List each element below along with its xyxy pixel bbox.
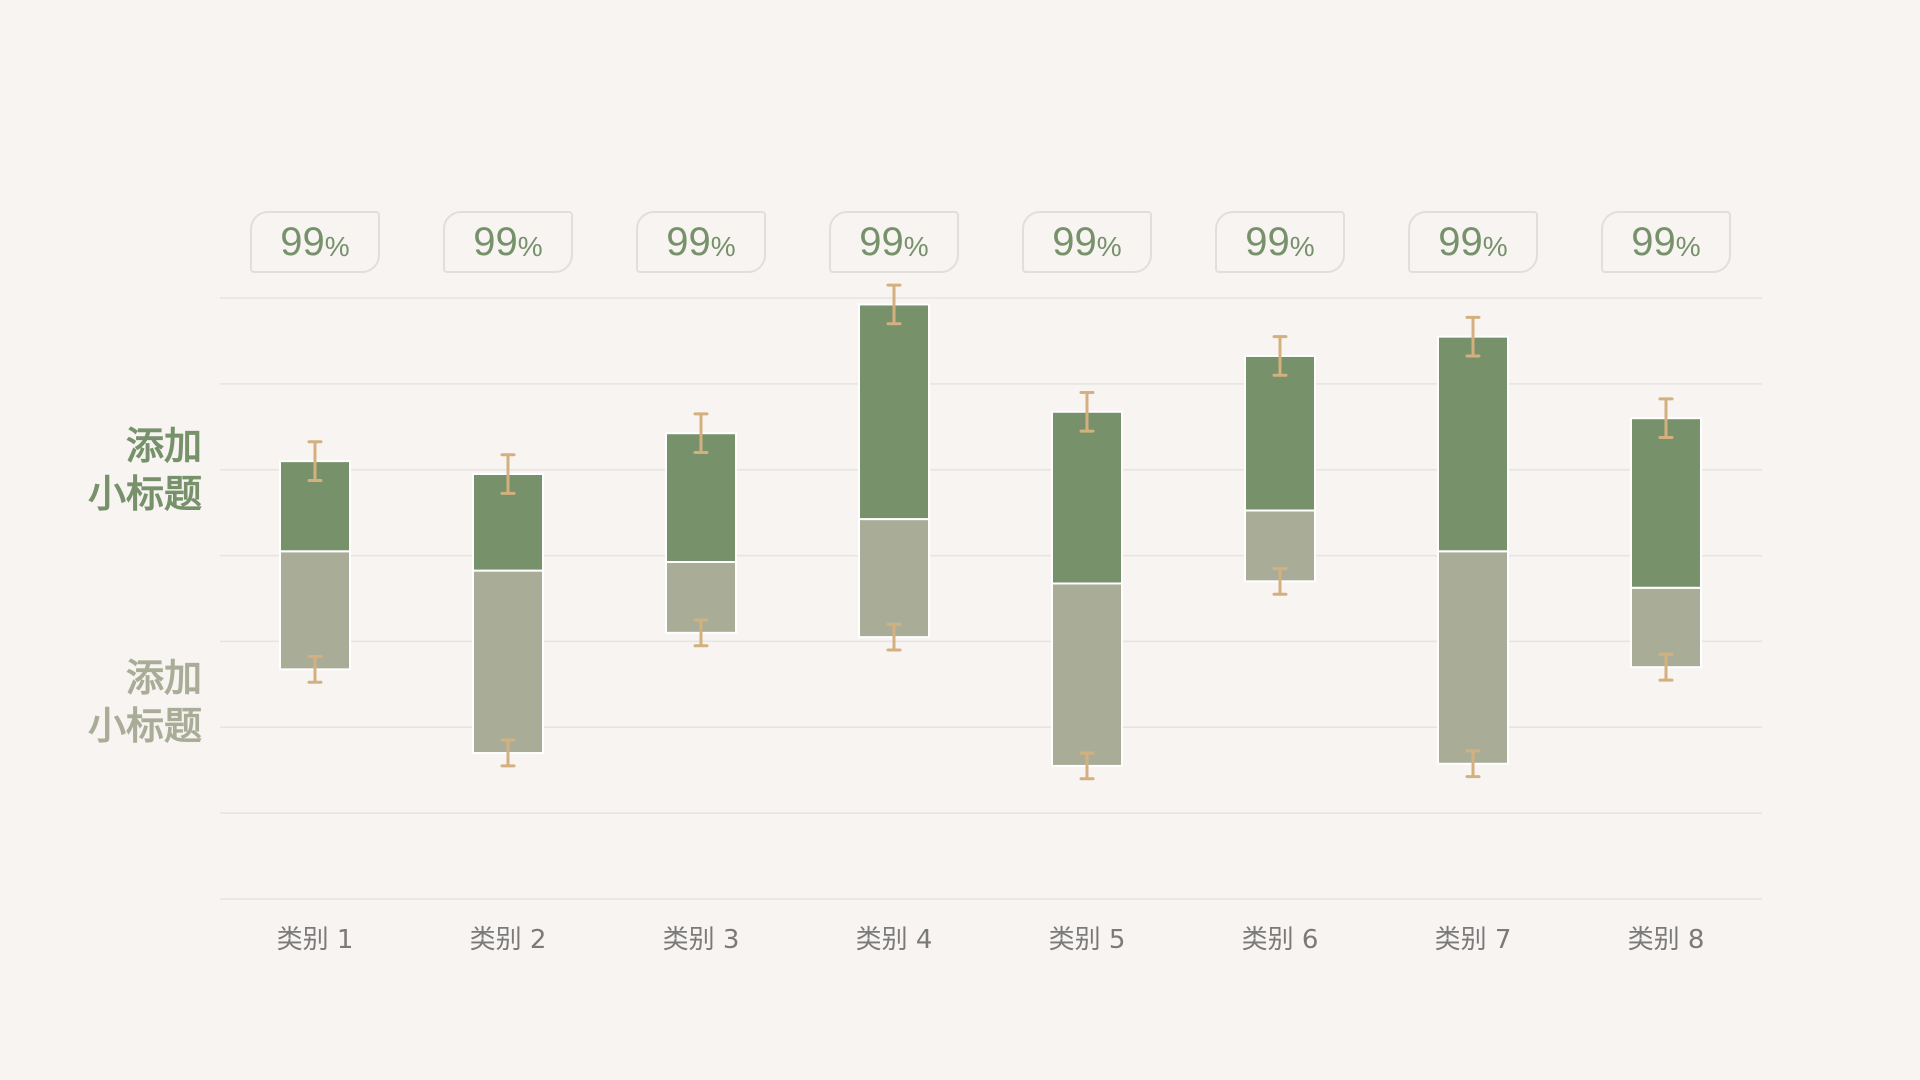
percent-badge: 99% [443, 211, 573, 273]
percent-value: 99 [859, 219, 904, 264]
percent-sign: % [1096, 231, 1122, 262]
x-tick-label: 类别 6 [1242, 925, 1319, 955]
subtitle-upper: 添加 小标题 [88, 422, 202, 518]
x-tick-label: 类别 8 [1628, 925, 1705, 955]
percent-sign: % [903, 231, 929, 262]
percent-value: 99 [1631, 219, 1676, 264]
bar-upper-6 [1244, 354, 1316, 512]
percent-value: 99 [473, 219, 518, 264]
bar-lower-4 [858, 518, 930, 639]
percent-value: 99 [280, 219, 325, 264]
percent-sign: % [1482, 231, 1508, 262]
percent-badge: 99% [1022, 211, 1152, 273]
bar-lower-1 [279, 550, 351, 671]
percent-value: 99 [1438, 219, 1483, 264]
percent-sign: % [324, 231, 350, 262]
percent-badge: 99% [1408, 211, 1538, 273]
x-tick-label: 类别 5 [1049, 925, 1126, 955]
x-tick-label: 类别 4 [856, 925, 933, 955]
percent-value: 99 [1052, 219, 1097, 264]
percent-value: 99 [666, 219, 711, 264]
percent-badge: 99% [829, 211, 959, 273]
bar-lower-7 [1437, 550, 1509, 765]
percent-badge: 99% [636, 211, 766, 273]
percent-sign: % [517, 231, 543, 262]
percent-sign: % [1675, 231, 1701, 262]
x-tick-label: 类别 1 [277, 925, 354, 955]
percent-badge: 99% [1215, 211, 1345, 273]
subtitle-upper-line1: 添加 [125, 424, 202, 468]
percent-sign: % [1289, 231, 1315, 262]
bar-upper-8 [1630, 417, 1702, 589]
subtitle-lower: 添加 小标题 [88, 654, 202, 750]
percent-badge: 99% [1601, 211, 1731, 273]
bar-lower-2 [472, 569, 544, 755]
subtitle-lower-line1: 添加 [125, 656, 202, 700]
bar-upper-3 [665, 432, 737, 564]
bar-upper-7 [1437, 335, 1509, 553]
percent-value: 99 [1245, 219, 1290, 264]
percent-badge: 99% [250, 211, 380, 273]
bar-upper-4 [858, 303, 930, 521]
x-tick-label: 类别 3 [663, 925, 740, 955]
x-tick-label: 类别 2 [470, 925, 547, 955]
subtitle-upper-line2: 小标题 [87, 472, 202, 516]
bar-lower-5 [1051, 582, 1123, 767]
bar-upper-5 [1051, 410, 1123, 585]
x-tick-label: 类别 7 [1435, 925, 1512, 955]
percent-sign: % [710, 231, 736, 262]
subtitle-lower-line2: 小标题 [87, 704, 202, 748]
